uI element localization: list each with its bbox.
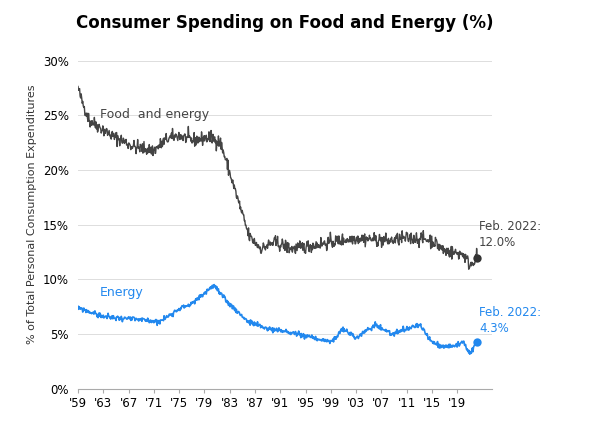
Text: Energy: Energy — [100, 286, 144, 299]
Text: Feb. 2022:
12.0%: Feb. 2022: 12.0% — [479, 220, 541, 249]
Y-axis label: % of Total Personal Consumption Expenditures: % of Total Personal Consumption Expendit… — [28, 84, 37, 343]
Title: Consumer Spending on Food and Energy (%): Consumer Spending on Food and Energy (%) — [76, 14, 494, 32]
Text: Food  and energy: Food and energy — [100, 108, 209, 121]
Text: Feb. 2022:
4.3%: Feb. 2022: 4.3% — [479, 306, 541, 335]
